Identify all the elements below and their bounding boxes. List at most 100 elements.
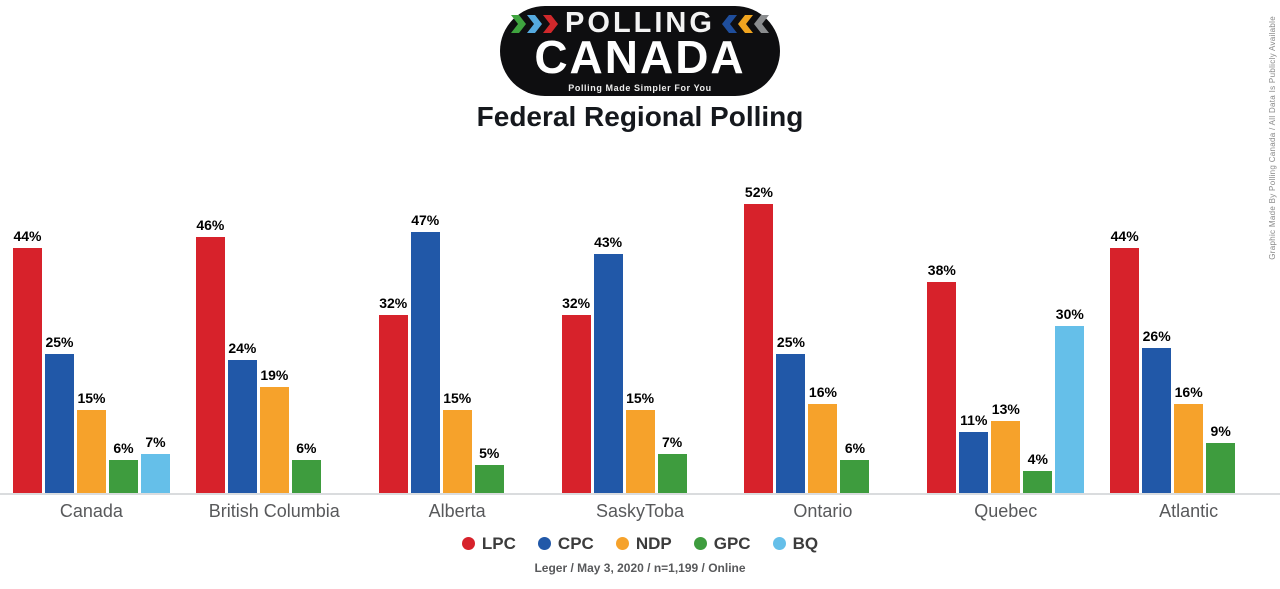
bar-ndp: 16% (808, 384, 838, 493)
legend-dot-icon (772, 537, 786, 551)
bar-gpc: 7% (657, 434, 687, 493)
logo-brand-line1: POLLING (565, 7, 715, 40)
bar-lpc: 44% (13, 228, 42, 493)
bar-value-label: 46% (196, 216, 225, 233)
region-group: 44% 26% 16% 9% (1097, 185, 1280, 493)
bar-gpc: 9% (1206, 423, 1236, 493)
bar-value-label: 38% (927, 261, 956, 278)
page-title: Federal Regional Polling (476, 101, 804, 132)
legend-item-bq: BQ (772, 533, 819, 554)
bar-value-label: 26% (1142, 327, 1171, 344)
region-label: Quebec (974, 500, 1038, 521)
bar-ndp: 15% (625, 390, 655, 493)
region-label: SaskyToba (595, 500, 685, 521)
bar-value-label: 16% (808, 383, 837, 400)
legend-item-gpc: GPC (693, 533, 751, 554)
bar-value-label: 6% (296, 439, 317, 456)
region-label: Ontario (793, 500, 853, 521)
bar-lpc: 38% (927, 262, 957, 493)
bar-value-label: 19% (260, 366, 289, 383)
bar-bq: 30% (1055, 306, 1085, 493)
legend-item-ndp: NDP (615, 533, 672, 554)
bar-value-label: 25% (776, 333, 805, 350)
bar-gpc: 6% (840, 440, 870, 493)
chevrons-left-icon (721, 14, 769, 33)
legend-item-cpc: CPC (537, 533, 594, 554)
bar-cpc: 26% (1142, 328, 1172, 493)
chart-groups: 44% 25% 15% 6% 7% 46% 24% 19% 6% 32% 47% 15% 5% 32% 43… (0, 184, 1280, 495)
region-group: 32% 47% 15% 5% (366, 185, 549, 493)
bar-value-label: 24% (228, 339, 257, 356)
bar-lpc: 32% (561, 295, 591, 493)
region-group: 52% 25% 16% 6% (731, 184, 914, 493)
bar-value-label: 43% (594, 233, 623, 250)
bar-value-label: 32% (379, 294, 408, 311)
chevrons-right-icon (511, 14, 559, 33)
bar-value-label: 16% (1174, 383, 1203, 400)
bar-value-label: 32% (562, 294, 591, 311)
region-label: Alberta (428, 500, 486, 521)
source-line: Leger / May 3, 2020 / n=1,199 / Online (534, 560, 746, 575)
bar-ndp: 19% (259, 367, 289, 493)
region-group: 38% 11% 13% 4% 30% (914, 185, 1097, 493)
bar-value-label: 11% (960, 411, 988, 428)
bar-value-label: 15% (443, 389, 472, 406)
logo-brand-line2: CANADA (534, 31, 746, 84)
logo-tagline: Polling Made Simpler For You (568, 82, 712, 93)
bar-ndp: 13% (991, 401, 1021, 493)
legend-item-lpc: LPC (461, 533, 516, 554)
bar-value-label: 5% (479, 444, 500, 461)
legend-label: BQ (792, 533, 819, 553)
region-group: 46% 24% 19% 6% (183, 185, 366, 493)
legend-label: LPC (481, 533, 516, 553)
legend-dot-icon (461, 537, 475, 551)
bar-lpc: 44% (1110, 228, 1140, 493)
bar-value-label: 25% (45, 333, 74, 350)
region-group: 44% 25% 15% 6% 7% (0, 185, 183, 493)
bar-value-label: 44% (13, 227, 42, 244)
credit-note: Graphic Made By Polling Canada / All Dat… (1268, 16, 1277, 260)
bar-value-label: 47% (411, 211, 440, 228)
legend-label: CPC (557, 533, 594, 553)
legend-label: GPC (713, 533, 751, 553)
bar-gpc: 4% (1023, 451, 1053, 493)
bar-ndp: 15% (442, 390, 472, 493)
bar-value-label: 9% (1210, 422, 1231, 439)
region-label: Canada (59, 500, 123, 521)
bar-cpc: 25% (45, 334, 74, 493)
bar-value-label: 30% (1055, 305, 1084, 322)
legend-label: NDP (635, 533, 672, 553)
region-label: Atlantic (1159, 500, 1219, 521)
polling-canada-logo: POLLING CANADA Polling Made Simpler For … (500, 6, 780, 96)
bar-cpc: 25% (776, 334, 806, 493)
bar-value-label: 44% (1110, 227, 1139, 244)
bar-value-label: 4% (1027, 450, 1048, 467)
bar-cpc: 11% (959, 412, 989, 493)
bar-gpc: 5% (474, 445, 504, 493)
bar-value-label: 6% (113, 439, 134, 456)
legend-dot-icon (615, 537, 629, 551)
bar-cpc: 43% (593, 234, 623, 493)
bar-cpc: 47% (410, 212, 440, 493)
region-label: British Columbia (208, 500, 340, 521)
bar-lpc: 52% (744, 184, 774, 493)
bar-ndp: 16% (1174, 384, 1204, 493)
bar-cpc: 24% (227, 340, 257, 493)
bar-value-label: 7% (661, 433, 683, 450)
bar-lpc: 32% (378, 295, 408, 493)
bar-ndp: 15% (77, 390, 106, 493)
legend-dot-icon (693, 537, 707, 551)
bar-value-label: 52% (744, 183, 773, 200)
chart-legend: LPC CPC NDP GPC BQ (0, 534, 1280, 554)
bar-value-label: 7% (145, 433, 166, 450)
bar-bq: 7% (141, 434, 170, 493)
chart-labels: Canada British Columbia Alberta SaskyToba On… (0, 501, 1280, 522)
legend-dot-icon (537, 537, 551, 551)
bar-lpc: 46% (195, 217, 225, 493)
bar-gpc: 6% (109, 440, 138, 493)
bar-gpc: 6% (291, 440, 321, 493)
bar-value-label: 6% (844, 439, 866, 456)
bar-value-label: 13% (991, 400, 1020, 417)
bar-value-label: 15% (77, 389, 106, 406)
bar-value-label: 15% (626, 389, 655, 406)
